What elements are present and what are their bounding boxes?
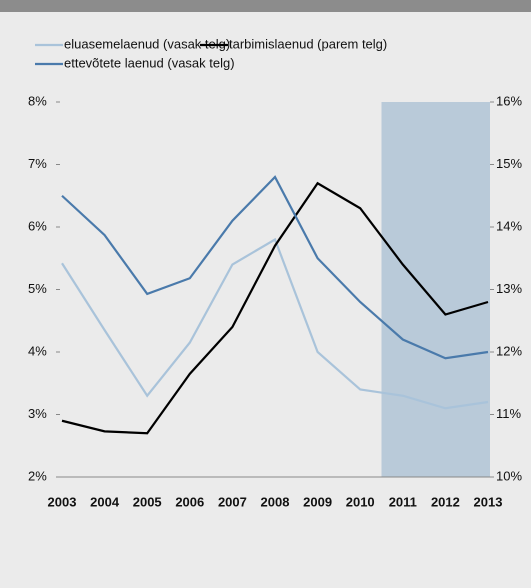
y-tick-label: 7%	[28, 156, 47, 171]
x-tick-label: 2006	[175, 494, 204, 509]
x-tick-label: 2009	[303, 494, 332, 509]
line-series	[61, 181, 489, 435]
y2-tick-label: 16%	[496, 93, 522, 108]
y-tick-label: 4%	[28, 343, 47, 358]
y2-tick-label: 13%	[496, 281, 522, 296]
y2-tick-label: 12%	[496, 343, 522, 358]
y-tick-label: 8%	[28, 93, 47, 108]
x-tick-label: 2010	[346, 494, 375, 509]
header-bar	[0, 0, 531, 12]
x-tick-label: 2012	[431, 494, 460, 509]
y2-tick-label: 15%	[496, 156, 522, 171]
line-series	[61, 237, 489, 410]
x-tick-label: 2013	[474, 494, 503, 509]
x-tick-label: 2008	[261, 494, 290, 509]
legend-label: ettevõtete laenud (vasak telg)	[64, 55, 235, 70]
x-tick-label: 2004	[90, 494, 120, 509]
y-tick-label: 3%	[28, 406, 47, 421]
x-tick-label: 2007	[218, 494, 247, 509]
x-tick-label: 2005	[133, 494, 162, 509]
y-tick-label: 5%	[28, 281, 47, 296]
legend-label: eluasemelaenud (vasak telg)	[64, 36, 230, 51]
x-tick-label: 2003	[48, 494, 77, 509]
y-tick-label: 2%	[28, 468, 47, 483]
y-tick-label: 6%	[28, 218, 47, 233]
legend-label: tarbimislaenud (parem telg)	[229, 36, 387, 51]
line-series	[61, 175, 489, 360]
y2-tick-label: 11%	[496, 406, 521, 421]
y2-tick-label: 14%	[496, 218, 522, 233]
x-tick-label: 2011	[389, 494, 417, 509]
highlight-band	[381, 102, 490, 477]
y2-tick-label: 10%	[496, 468, 522, 483]
